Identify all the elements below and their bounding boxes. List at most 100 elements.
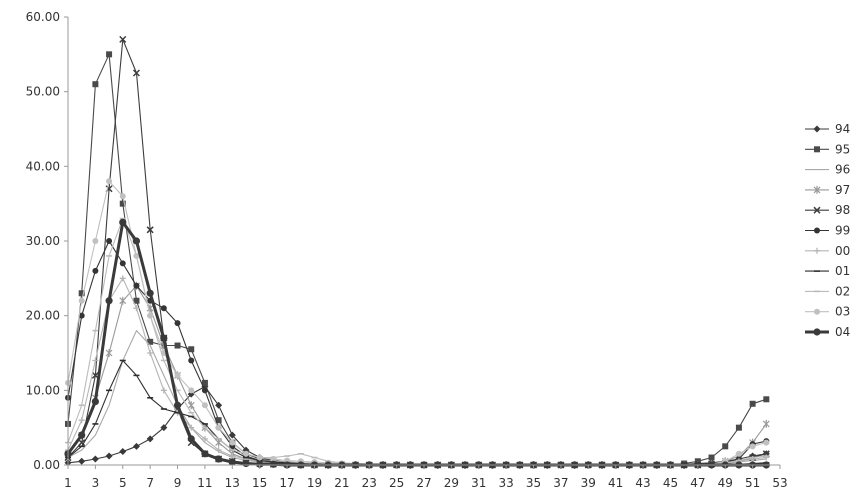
data-point [78, 457, 86, 465]
data-point [147, 350, 154, 356]
series-95 [65, 51, 770, 468]
data-point [722, 443, 729, 450]
data-point [132, 69, 140, 77]
data-point [188, 357, 195, 364]
data-point [763, 439, 770, 446]
legend-item-99: 99 [805, 224, 850, 238]
data-point [105, 349, 113, 357]
data-point [256, 454, 263, 461]
data-point [119, 200, 126, 207]
x-tick-label: 3 [92, 476, 100, 490]
x-tick-label: 45 [663, 476, 678, 490]
series-94 [64, 383, 770, 469]
data-point [119, 218, 127, 226]
y-tick-label: 10.00 [26, 383, 60, 397]
data-point [749, 443, 756, 450]
data-point [160, 305, 167, 312]
data-point [105, 297, 113, 305]
series-04 [64, 218, 770, 469]
legend: 94 95 96 97 98 99 00 01 02 03 04 [805, 122, 850, 339]
data-point [119, 260, 126, 267]
data-point [133, 282, 140, 289]
series-99 [65, 238, 770, 468]
x-tick-label: 39 [581, 476, 596, 490]
legend-label: 03 [835, 305, 850, 319]
data-point [215, 401, 223, 409]
y-tick-label: 20.00 [26, 309, 60, 323]
legend-label: 94 [835, 122, 850, 136]
legend-item-02: 02 [805, 284, 850, 298]
series-98 [64, 35, 770, 469]
data-point [91, 397, 99, 406]
legend-label: 95 [835, 142, 850, 156]
data-point [160, 334, 168, 342]
x-tick-label: 9 [174, 476, 182, 490]
legend-item-00: 00 [805, 244, 850, 258]
series-02 [65, 217, 770, 466]
data-point [147, 338, 154, 345]
legend-item-97: 97 [805, 183, 850, 197]
x-tick-label: 17 [279, 476, 294, 490]
data-point [269, 460, 277, 468]
data-point [119, 275, 126, 282]
x-tick-label: 5 [119, 476, 127, 490]
x-tick-label: 13 [225, 476, 240, 490]
series-line-94 [67, 386, 767, 466]
series-line-96 [67, 330, 767, 466]
data-point [763, 396, 770, 403]
series-line-04 [66, 220, 768, 467]
data-point [215, 455, 223, 463]
data-point [105, 452, 113, 460]
series-line-03 [67, 180, 767, 466]
data-point [146, 226, 154, 234]
data-point [813, 185, 821, 194]
series-line-98 [67, 38, 767, 466]
data-point [188, 387, 195, 394]
data-point [106, 178, 113, 185]
series-line-95 [67, 53, 767, 466]
legend-label: 98 [835, 203, 850, 217]
legend-label: 04 [835, 325, 850, 339]
x-tick-label: 7 [146, 476, 154, 490]
legend-item-01: 01 [805, 264, 850, 278]
legend-label: 02 [835, 284, 850, 298]
data-point [708, 454, 715, 461]
data-point [78, 439, 86, 447]
legend-label: 97 [835, 183, 850, 197]
x-tick-label: 19 [307, 476, 322, 490]
data-point [813, 206, 821, 214]
data-point [78, 290, 85, 297]
x-tick-label: 49 [718, 476, 733, 490]
data-point [814, 146, 820, 153]
x-tick-label: 23 [362, 476, 377, 490]
series-line-00 [67, 277, 767, 466]
x-tick-label: 33 [499, 476, 514, 490]
data-point [106, 238, 113, 244]
data-point [119, 296, 127, 305]
y-tick-label: 0.00 [33, 458, 60, 472]
data-point [814, 227, 820, 234]
x-tick-label: 15 [252, 476, 267, 490]
data-point [146, 289, 154, 297]
data-point [270, 456, 277, 463]
x-tick-label: 11 [197, 476, 212, 490]
data-point [78, 431, 86, 439]
data-point [187, 401, 195, 410]
legend-item-03: 03 [805, 305, 850, 319]
x-tick-label: 51 [745, 476, 760, 490]
data-point [814, 247, 820, 254]
data-point [813, 328, 821, 336]
data-point [174, 342, 181, 349]
data-point [119, 193, 126, 200]
data-point [749, 400, 756, 407]
data-point [243, 450, 249, 457]
legend-label: 00 [835, 244, 850, 258]
legend-item-94: 94 [805, 122, 850, 136]
data-point [201, 379, 208, 386]
data-point [92, 357, 99, 364]
data-point [201, 387, 208, 394]
data-point [229, 453, 236, 460]
data-point [735, 450, 742, 457]
